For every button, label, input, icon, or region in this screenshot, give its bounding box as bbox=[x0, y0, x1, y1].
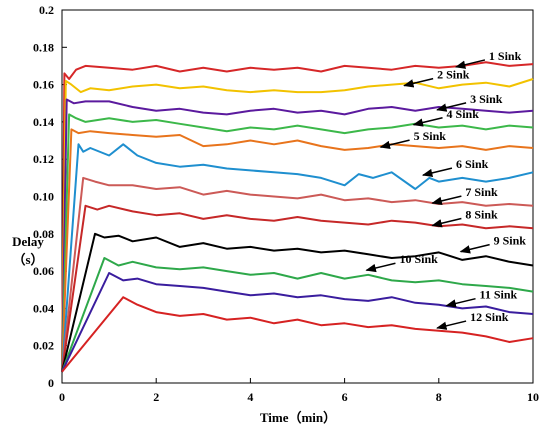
series-label-5: 5 Sink bbox=[414, 129, 447, 143]
y-tick-label: 0.02 bbox=[33, 339, 54, 353]
annotation-arrow bbox=[412, 117, 443, 127]
annotation-arrow bbox=[459, 243, 490, 254]
annotation-arrow bbox=[436, 320, 467, 330]
series-line-4 bbox=[61, 113, 534, 372]
series-lines bbox=[61, 61, 534, 373]
y-tick-label: 0.08 bbox=[33, 227, 54, 241]
series-line-9 bbox=[61, 232, 534, 373]
series-line-7 bbox=[61, 176, 534, 372]
series-line-1 bbox=[61, 61, 534, 372]
x-tick-label: 0 bbox=[59, 390, 65, 404]
y-axis-label-line1: Delay bbox=[12, 234, 44, 249]
annotation-arrow bbox=[445, 297, 476, 308]
y-tick-label: 0.12 bbox=[33, 152, 54, 166]
series-label-12: 12 Sink bbox=[470, 310, 509, 324]
series-label-11: 11 Sink bbox=[480, 288, 518, 302]
annotation-arrow bbox=[365, 262, 396, 273]
series-line-2 bbox=[61, 78, 534, 372]
x-axis-ticks: 0 2 4 6 8 10 bbox=[59, 378, 539, 404]
series-label-10: 10 Sink bbox=[399, 252, 438, 266]
y-tick-label: 0.2 bbox=[39, 3, 54, 17]
x-tick-label: 6 bbox=[342, 390, 348, 404]
y-tick-label: 0.10 bbox=[33, 190, 54, 204]
x-tick-label: 4 bbox=[247, 390, 253, 404]
y-tick-label: 0.14 bbox=[33, 115, 54, 129]
y-tick-label: 0.16 bbox=[33, 78, 54, 92]
y-tick-label: 0.18 bbox=[33, 40, 54, 54]
series-line-10 bbox=[61, 257, 534, 373]
y-tick-label: 0.04 bbox=[33, 301, 54, 315]
series-label-4: 4 Sink bbox=[447, 107, 480, 121]
annotation-arrow bbox=[431, 195, 462, 205]
series-line-6 bbox=[61, 143, 534, 372]
y-axis-ticks: 0 0.02 0.04 0.06 0.08 0.10 0.12 0.14 0.16 0.18 0.2 bbox=[33, 3, 67, 390]
series-label-2: 2 Sink bbox=[437, 68, 470, 82]
series-label-1: 1 Sink bbox=[489, 49, 522, 63]
series-label-6: 6 Sink bbox=[456, 157, 489, 171]
series-label-3: 3 Sink bbox=[470, 92, 503, 106]
y-tick-label: 0 bbox=[48, 376, 54, 390]
x-tick-label: 2 bbox=[153, 390, 159, 404]
x-tick-label: 8 bbox=[436, 390, 442, 404]
series-label-9: 9 Sink bbox=[494, 234, 527, 248]
y-tick-label: 0.06 bbox=[33, 264, 54, 278]
x-tick-label: 10 bbox=[527, 390, 539, 404]
annotation-arrow bbox=[454, 59, 486, 69]
y-axis-label-line2: （s） bbox=[12, 252, 43, 267]
annotation-arrow bbox=[379, 139, 410, 150]
annotation-arrow bbox=[403, 77, 434, 88]
series-line-12 bbox=[61, 296, 534, 373]
x-axis-label: Time（min） bbox=[260, 410, 336, 425]
annotation-arrow bbox=[431, 217, 462, 228]
series-label-8: 8 Sink bbox=[465, 207, 498, 221]
series-label-7: 7 Sink bbox=[465, 185, 498, 199]
series-line-8 bbox=[61, 204, 534, 372]
annotation-arrow bbox=[421, 167, 453, 177]
annotation-arrow bbox=[436, 102, 467, 112]
series-line-5 bbox=[61, 128, 534, 372]
